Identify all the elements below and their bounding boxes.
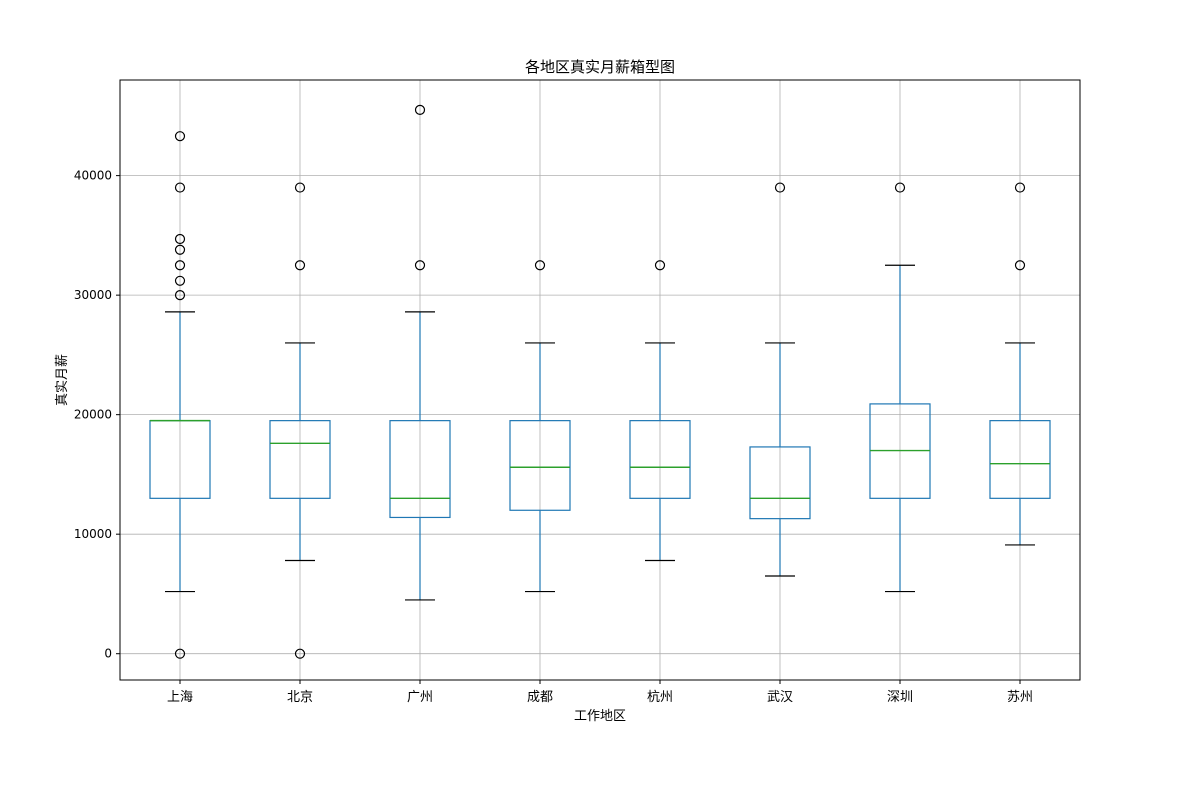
outlier-point bbox=[894, 182, 906, 193]
outlier-point bbox=[294, 260, 306, 271]
outlier-point bbox=[174, 182, 186, 193]
boxes bbox=[149, 104, 1051, 659]
outlier-point bbox=[174, 290, 186, 301]
box-3 bbox=[389, 104, 451, 601]
y-tick-label: 40000 bbox=[74, 169, 112, 183]
outlier-point bbox=[774, 182, 786, 193]
y-axis-label: 真实月薪 bbox=[55, 354, 70, 406]
plot-frame bbox=[119, 79, 1081, 681]
x-tick-label: 杭州 bbox=[647, 690, 673, 705]
y-tick-label: 10000 bbox=[74, 527, 112, 541]
outlier-point bbox=[294, 648, 306, 659]
outlier-point bbox=[174, 275, 186, 286]
outlier-point bbox=[654, 260, 666, 271]
outlier-point bbox=[414, 260, 426, 271]
outlier-point bbox=[1014, 182, 1026, 193]
x-tick-label: 成都 bbox=[527, 690, 553, 705]
x-tick-label: 武汉 bbox=[767, 690, 793, 705]
outlier-point bbox=[174, 260, 186, 271]
outlier-point bbox=[1014, 260, 1026, 271]
x-axis-label: 工作地区 bbox=[574, 709, 626, 724]
box-iqr bbox=[629, 420, 691, 499]
box-5 bbox=[629, 260, 691, 562]
x-tick-label: 苏州 bbox=[1007, 689, 1033, 705]
box-iqr bbox=[269, 420, 331, 499]
outlier-point bbox=[174, 131, 186, 142]
y-tick-label: 0 bbox=[104, 647, 112, 661]
outlier-point bbox=[174, 244, 186, 255]
box-iqr bbox=[749, 446, 811, 520]
x-tick-label: 广州 bbox=[407, 690, 433, 705]
box-iqr bbox=[389, 420, 451, 519]
box-6 bbox=[749, 182, 811, 577]
y-tick-label: 20000 bbox=[74, 408, 112, 422]
box-8 bbox=[989, 182, 1051, 546]
outlier-point bbox=[414, 104, 426, 115]
box-7 bbox=[869, 182, 931, 593]
outlier-point bbox=[174, 233, 186, 245]
x-tick-label: 深圳 bbox=[887, 690, 913, 705]
grid-lines bbox=[120, 80, 1080, 680]
outlier-point bbox=[294, 182, 306, 193]
box-2 bbox=[269, 182, 331, 659]
box-iqr bbox=[989, 420, 1051, 499]
chart-title: 各地区真实月薪箱型图 bbox=[525, 58, 675, 76]
axis-ticks: 0 10000 20000 30000 40000 上海 北京 广州 成都 杭州 武汉 深圳 苏州 bbox=[74, 169, 1033, 705]
outlier-point bbox=[174, 648, 186, 659]
box-4 bbox=[509, 260, 571, 593]
x-tick-label: 北京 bbox=[287, 690, 313, 705]
x-tick-label: 上海 bbox=[167, 690, 193, 705]
box-iqr bbox=[509, 420, 571, 511]
box-1 bbox=[149, 131, 211, 659]
outlier-point bbox=[534, 260, 546, 271]
y-tick-label: 30000 bbox=[74, 288, 112, 302]
